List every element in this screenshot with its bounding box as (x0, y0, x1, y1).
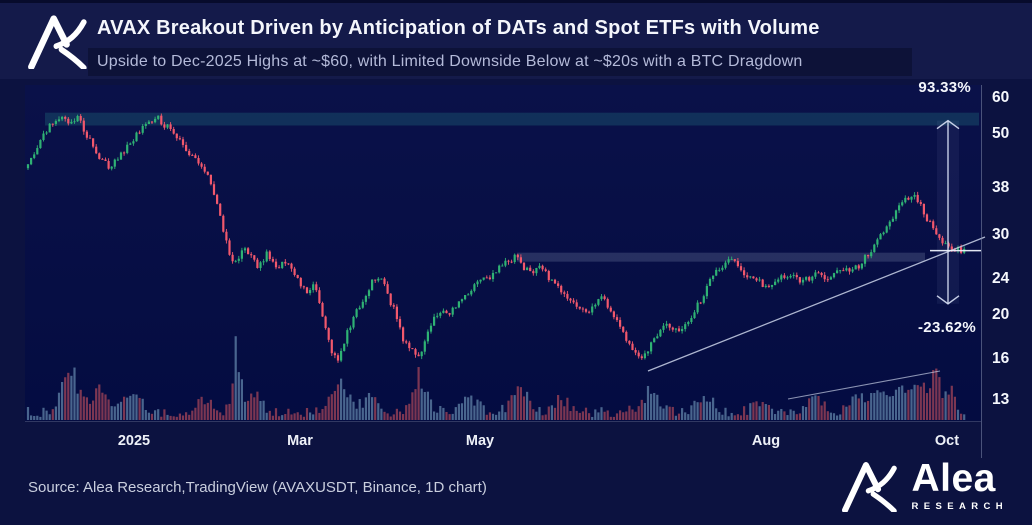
x-axis-label: Aug (751, 433, 781, 449)
resistance-zone (45, 112, 979, 126)
x-axis-label: May (465, 433, 495, 449)
source-attribution: Source: Alea Research,TradingView (AVAXU… (28, 479, 487, 496)
x-axis-label: 2025 (117, 433, 151, 449)
candles (26, 113, 966, 363)
y-axis-label: 16 (992, 349, 1010, 367)
alea-logo-mark (28, 15, 87, 69)
y-axis-label: 30 (992, 225, 1010, 243)
chart-subtitle: Upside to Dec-2025 Highs at ~$60, with L… (97, 53, 803, 70)
brand-name-text: Alea (911, 457, 996, 500)
y-axis-label: 60 (992, 89, 1010, 107)
measurement-arrows (936, 119, 960, 305)
upside-percent-label: 93.33% (918, 79, 971, 96)
y-axis-label: 20 (992, 305, 1010, 323)
downside-percent-label: -23.62% (918, 319, 976, 336)
plot-background (25, 85, 981, 421)
chart-title: AVAX Breakout Driven by Anticipation of … (97, 17, 820, 39)
x-axis-label: Oct (934, 433, 960, 449)
x-axis-label: Mar (287, 433, 313, 449)
alea-research-logo: Alea RESEARCH (841, 457, 1008, 512)
support-band (517, 252, 925, 262)
y-axis-label: 38 (992, 179, 1010, 197)
trendlines (647, 236, 986, 400)
brand-text: Alea RESEARCH (911, 457, 1008, 512)
y-axis-label: 24 (992, 269, 1010, 287)
brand-research-text: RESEARCH (911, 501, 1008, 512)
y-axis-label: 50 (992, 125, 1010, 143)
top-edge-divider (0, 0, 1032, 3)
volume-bars (26, 336, 966, 420)
alea-logo-icon (842, 462, 898, 512)
axis-lines (25, 85, 982, 458)
subtitle-strip: Upside to Dec-2025 Highs at ~$60, with L… (88, 48, 912, 76)
y-axis-label: 13 (992, 390, 1010, 408)
